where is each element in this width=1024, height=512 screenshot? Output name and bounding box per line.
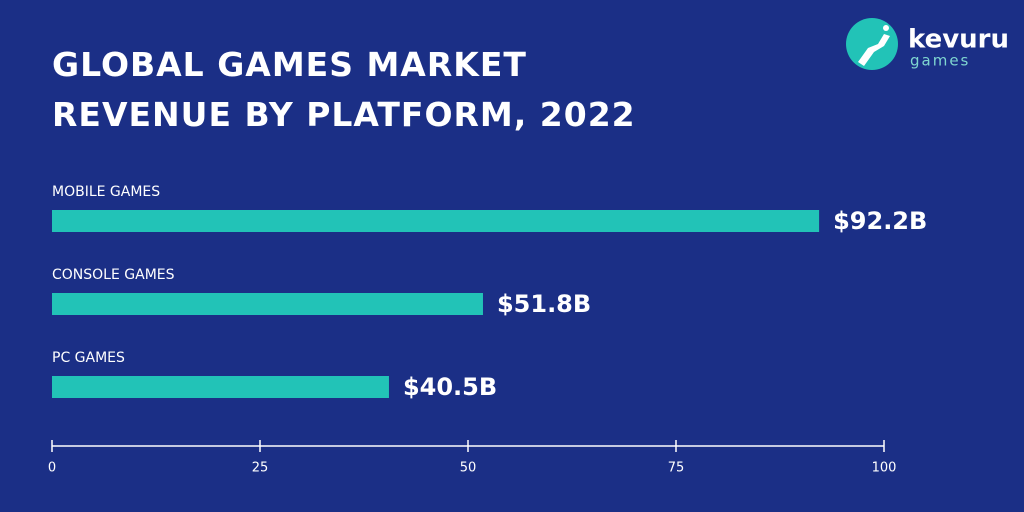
x-tick-label: 100 — [872, 461, 897, 476]
value-label: $92.2B — [833, 207, 927, 235]
chart-title: GLOBAL GAMES MARKET REVENUE BY PLATFORM,… — [52, 45, 636, 134]
category-label: CONSOLE GAMES — [52, 267, 175, 283]
logo-tagline: games — [910, 52, 970, 70]
category-label: MOBILE GAMES — [52, 184, 160, 200]
x-tick-label: 0 — [48, 461, 56, 476]
logo-deer — [858, 34, 890, 66]
bar — [52, 293, 483, 315]
logo-icon — [846, 18, 898, 70]
logo: kevuru games — [846, 18, 1009, 70]
bar — [52, 376, 389, 398]
category-label: PC GAMES — [52, 350, 125, 366]
bar — [52, 210, 820, 232]
x-tick-label: 25 — [252, 461, 269, 476]
x-tick-label: 50 — [460, 461, 477, 476]
logo-name: kevuru — [908, 25, 1009, 55]
x-tick-label: 75 — [668, 461, 685, 476]
value-label: $51.8B — [497, 290, 591, 318]
logo-dot — [883, 25, 889, 31]
value-label: $40.5B — [403, 373, 497, 401]
